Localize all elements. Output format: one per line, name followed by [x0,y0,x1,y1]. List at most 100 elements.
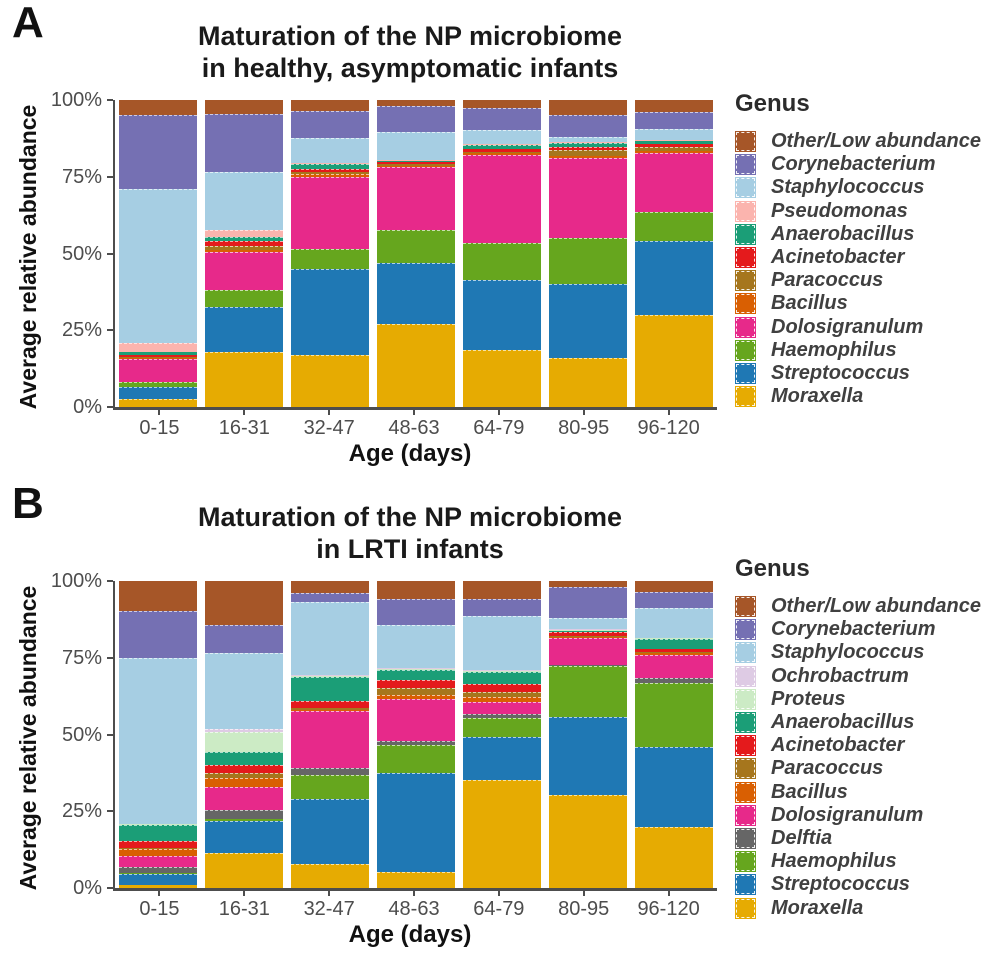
panel-b-legend-label-bacillus: Bacillus [771,780,848,803]
panel-a-plot-area [113,100,717,410]
panel-a-segment-80-95-acinetobacter [549,146,627,150]
panel-b-segment-80-95-ochrobactrum [549,629,627,631]
panel-b-segment-0-15-proteus [119,824,197,826]
panel-a-ytick-label-0: 0% [73,396,102,418]
panel-b-legend-item-haemophilus: Haemophilus [735,850,997,873]
panel-a-xtick-label-80-95: 80-95 [558,417,610,439]
panel-b-segment-80-95-delftia [549,665,627,666]
panel-b-segment-48-63-anaerobacillus [377,669,455,681]
panel-b-segment-80-95-haemophilus [549,665,627,718]
panel-b-ytick-mark-100 [107,580,113,582]
panel-b-xtick-32-47: 32-47 [291,891,368,921]
panel-b-title-line2: in LRTI infants [316,534,504,565]
panel-b-legend-item-paracoccus: Paracoccus [735,757,997,780]
panel-b-segment-96-120-streptococcus [635,747,713,828]
panel-b-segment-80-95-streptococcus [549,717,627,795]
panel-b-segment-64-79-delftia [463,713,541,719]
panel-b-segment-48-63-streptococcus [377,773,455,873]
panel-b-segment-16-31-ochrobactrum [205,728,283,733]
panel-a-segment-80-95-paracoccus [549,150,627,157]
panel-a-segment-80-95-dolosigranulum [549,158,627,239]
panel-a-legend-item-paracoccus: Paracoccus [735,269,997,292]
panel-a-xtick-64-79: 64-79 [460,410,537,440]
panel-b-segment-16-31-corynebacterium [205,624,283,653]
panel-b-legend-swatch-moraxella [735,897,756,919]
panel-b-segment-64-79-haemophilus [463,718,541,738]
panel-b-segment-64-79-moraxella [463,779,541,888]
panel-a-segment-80-95-streptococcus [549,284,627,358]
panel-b-legend-label-anaerobacillus: Anaerobacillus [771,711,915,734]
panel-b-segment-0-15-anaerobacillus [119,825,197,841]
panel-a-x-axis-title: Age (days) [348,440,472,467]
panel-b-legend-label-proteus: Proteus [771,687,846,710]
panel-a-segment-48-63-pseudomonas [377,159,455,162]
panel-b-segment-0-15-acinetobacter [119,840,197,848]
panel-a-legend-label-paracoccus: Paracoccus [771,269,884,292]
panel-a-segment-48-63-moraxella [377,324,455,407]
panel-b-segment-64-79-proteus [463,670,541,672]
panel-b-legend-swatch-streptococcus [735,874,756,896]
panel-a-segment-48-63-other-low-abundance [377,100,455,107]
panel-a-segment-32-47-moraxella [291,354,369,407]
panel-b-x-axis-title: Age (days) [348,921,472,948]
panel-b-ytick-label-0: 0% [73,877,102,899]
panel-b-legend-item-proteus: Proteus [735,688,997,711]
panel-a-segment-32-47-streptococcus [291,268,369,355]
panel-a-segment-0-15-moraxella [119,399,197,407]
panel-b-segment-16-31-anaerobacillus [205,751,283,766]
panel-b-segment-32-47-proteus [291,676,369,678]
panel-b-legend-swatch-acinetobacter [735,735,756,757]
panel-b-legend-item-anaerobacillus: Anaerobacillus [735,711,997,734]
panel-a-segment-0-15-paracoccus [119,356,197,358]
panel-b-xtick-label-64-79: 64-79 [473,898,525,920]
panel-b-segment-0-15-bacillus [119,849,197,856]
panel-a-segment-32-47-haemophilus [291,248,369,269]
panel-b-label: B [12,479,44,528]
panel-b-segment-16-31-other-low-abundance [205,581,283,625]
panel-a: A Maturation of the NP microbiome in hea… [0,0,1000,478]
panel-a-xtick-96-120: 96-120 [630,410,707,440]
panel-b-segment-32-47-streptococcus [291,798,369,865]
panel-b-x-axis-ticks: 0-15 16-31 32-47 48-63 64-79 80-95 96-120 [117,891,711,921]
panel-b-xtick-mark-0-15 [158,891,161,896]
panel-a-ytick-mark-100 [107,99,113,101]
panel-a-segment-32-47-dolosigranulum [291,176,369,249]
panel-b-bar-96-120 [635,581,713,888]
panel-a-segment-0-15-staphylococcus [119,189,197,343]
panel-b-xtick-mark-64-79 [497,891,500,896]
panel-b-segment-96-120-proteus [635,638,713,639]
panel-b-bar-64-79 [463,581,541,888]
panel-b-legend-swatch-anaerobacillus [735,712,756,734]
panel-a-xtick-label-16-31: 16-31 [218,417,270,439]
panel-b-legend-label-moraxella: Moraxella [771,896,864,919]
panel-a-legend-swatch-paracoccus [735,270,756,292]
panel-b-segment-64-79-other-low-abundance [463,581,541,599]
panel-a-segment-16-31-streptococcus [205,307,283,352]
panel-b-segment-48-63-paracoccus [377,687,455,695]
panel-b-segment-64-79-anaerobacillus [463,671,541,685]
panel-b-segment-32-47-moraxella [291,864,369,888]
panel-b-segment-96-120-paracoccus [635,651,713,654]
panel-b-segment-16-31-haemophilus [205,819,283,821]
panel-b-legend-item-bacillus: Bacillus [735,781,997,804]
panel-b-segment-16-31-proteus [205,732,283,752]
panel-b-segment-80-95-dolosigranulum [549,638,627,666]
panel-a-segment-16-31-other-low-abundance [205,100,283,114]
panel-a-legend-swatch-acinetobacter [735,247,756,269]
panel-b-segment-0-15-streptococcus [119,873,197,886]
panel-a-legend-label-pseudomonas: Pseudomonas [771,199,908,222]
panel-a-segment-16-31-bacillus [205,250,283,252]
panel-a-segment-32-47-pseudomonas [291,162,369,165]
panel-b-legend-item-corynebacterium: Corynebacterium [735,618,997,641]
panel-a-segment-64-79-staphylococcus [463,129,541,144]
panel-a-ytick-mark-50 [107,252,113,255]
panel-a-legend: Genus Other/Low abundance Corynebacterium… [735,90,997,408]
panel-b-segment-48-63-delftia [377,741,455,745]
panel-b-xtick-label-32-47: 32-47 [303,898,355,920]
panel-b-xtick-mark-80-95 [582,891,585,896]
panel-a-segment-16-31-moraxella [205,351,283,407]
panel-b-segment-16-31-acinetobacter [205,765,283,773]
panel-b-segment-80-95-moraxella [549,794,627,888]
panel-b-legend-swatch-bacillus [735,781,756,803]
panel-a-segment-16-31-staphylococcus [205,172,283,231]
